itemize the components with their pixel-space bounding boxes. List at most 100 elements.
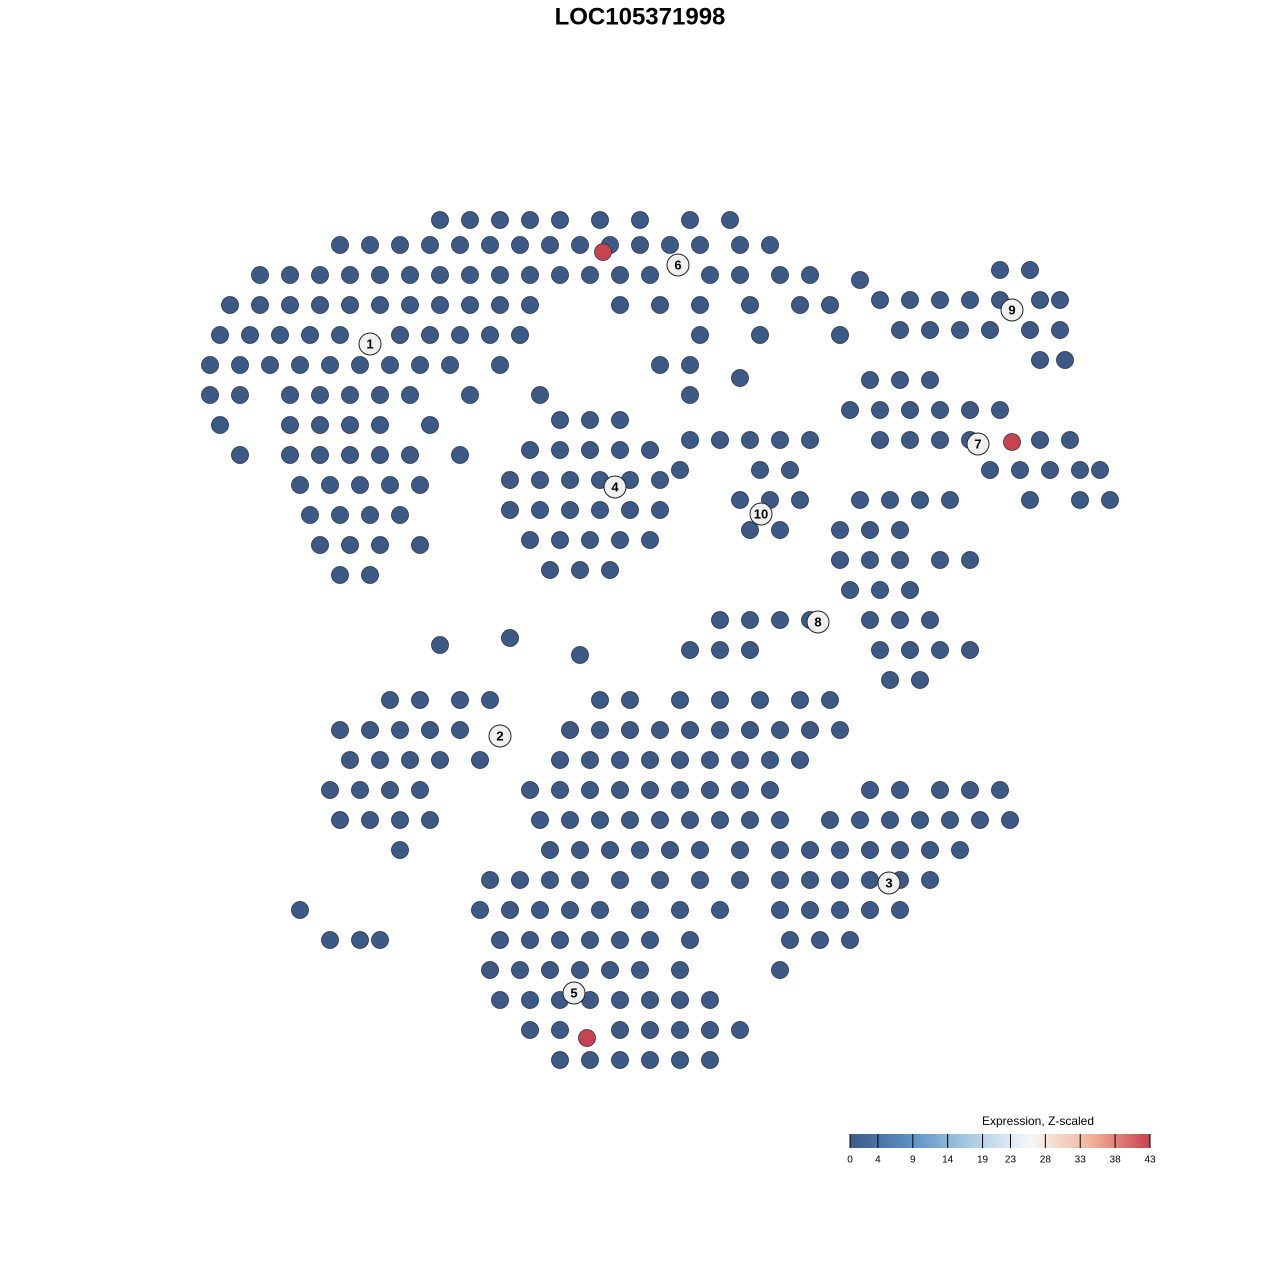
cell-point (911, 671, 929, 689)
cell-point (771, 811, 789, 829)
cell-point (491, 266, 509, 284)
cell-point (871, 431, 889, 449)
cell-point (891, 841, 909, 859)
cluster-label-badge (749, 502, 773, 526)
cell-point (491, 931, 509, 949)
cell-point (281, 416, 299, 434)
cell-point (491, 356, 509, 374)
cell-point (431, 751, 449, 769)
cell-point (311, 386, 329, 404)
cell-point (371, 536, 389, 554)
cell-point (951, 841, 969, 859)
cell-point (401, 446, 419, 464)
cell-point (691, 236, 709, 254)
cell-point (691, 326, 709, 344)
cell-point (701, 1051, 719, 1069)
cell-point (411, 781, 429, 799)
cell-point (451, 691, 469, 709)
cell-point (661, 841, 679, 859)
cell-point (211, 416, 229, 434)
cell-point (931, 291, 949, 309)
cell-point (411, 691, 429, 709)
cell-point (551, 531, 569, 549)
cell-point (861, 551, 879, 569)
cell-point (601, 841, 619, 859)
cell-point (401, 386, 419, 404)
cell-point (481, 691, 499, 709)
cell-point (641, 1021, 659, 1039)
cell-point (1061, 431, 1079, 449)
cell-point (341, 536, 359, 554)
cell-point (801, 266, 819, 284)
cell-point (651, 296, 669, 314)
cell-point (831, 841, 849, 859)
cell-point (611, 991, 629, 1009)
cell-point (531, 471, 549, 489)
cell-point (901, 401, 919, 419)
cell-point (361, 236, 379, 254)
cell-point (491, 991, 509, 1009)
cell-point (501, 901, 519, 919)
cell-point (821, 296, 839, 314)
cell-point (731, 1021, 749, 1039)
cell-point (451, 721, 469, 739)
cell-point (681, 386, 699, 404)
cell-point (594, 243, 612, 261)
cell-point (611, 531, 629, 549)
cluster-label-badge (358, 332, 382, 356)
cell-point (651, 471, 669, 489)
cell-point (681, 721, 699, 739)
cell-point (371, 386, 389, 404)
cell-point (591, 501, 609, 519)
cell-point (411, 356, 429, 374)
cluster-label: 7 (974, 436, 981, 451)
cell-point (731, 841, 749, 859)
cell-point (371, 446, 389, 464)
cell-point (701, 266, 719, 284)
cell-point (611, 931, 629, 949)
cell-point (831, 721, 849, 739)
cell-point (671, 991, 689, 1009)
cell-point (391, 841, 409, 859)
cell-point (671, 461, 689, 479)
cell-point (481, 236, 499, 254)
cell-point (861, 841, 879, 859)
cell-point (621, 691, 639, 709)
cell-point (891, 901, 909, 919)
cell-point (521, 531, 539, 549)
cell-point (611, 411, 629, 429)
cell-point (341, 296, 359, 314)
cell-point (861, 781, 879, 799)
cell-point (591, 691, 609, 709)
cell-point (1071, 491, 1089, 509)
cluster-label: 2 (496, 728, 503, 743)
cell-point (651, 811, 669, 829)
cell-point (391, 236, 409, 254)
cell-point (641, 1051, 659, 1069)
cell-point (631, 961, 649, 979)
cell-point (611, 751, 629, 769)
cell-point (271, 326, 289, 344)
cell-point (351, 356, 369, 374)
cell-point (821, 811, 839, 829)
cell-point (341, 386, 359, 404)
cluster-label-badge (877, 871, 901, 895)
cell-point (711, 691, 729, 709)
cell-point (841, 931, 859, 949)
cell-point (361, 566, 379, 584)
cell-point (471, 901, 489, 919)
cell-point (821, 691, 839, 709)
cell-point (501, 471, 519, 489)
cell-point (1031, 431, 1049, 449)
cell-point (431, 296, 449, 314)
cell-point (631, 841, 649, 859)
cell-point (851, 271, 869, 289)
cell-point (831, 326, 849, 344)
cell-point (901, 581, 919, 599)
cell-point (861, 901, 879, 919)
cluster-label: 9 (1008, 302, 1015, 317)
cell-point (611, 1051, 629, 1069)
cell-point (941, 811, 959, 829)
cell-point (841, 581, 859, 599)
cell-point (521, 296, 539, 314)
